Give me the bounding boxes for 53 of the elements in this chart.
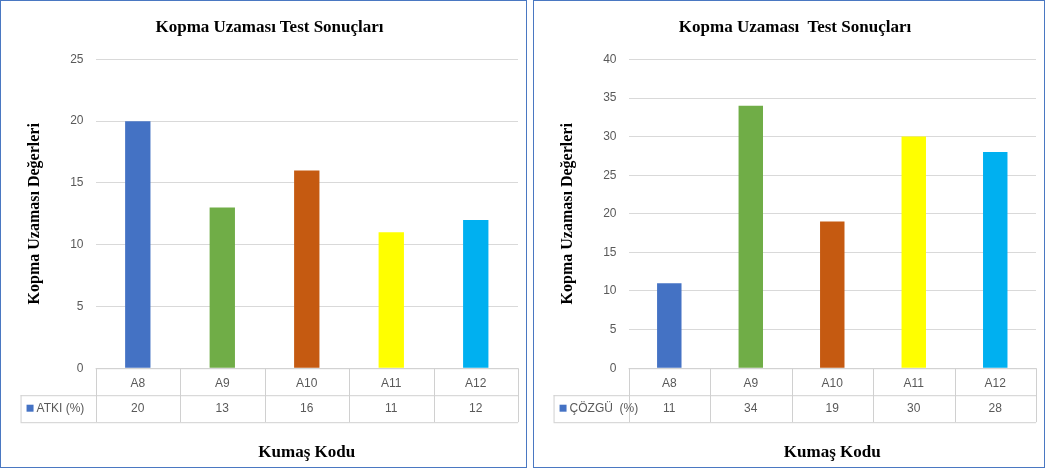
bar <box>378 232 404 368</box>
x-axis-title: Kumaş Kodu <box>783 442 881 462</box>
y-tick-label: 20 <box>70 113 84 128</box>
y-tick-label: 25 <box>70 51 84 66</box>
legend-label: ÇÖZGÜ (%) <box>569 401 639 416</box>
y-tick-label: 0 <box>76 360 84 375</box>
x-tick-label: A9 <box>743 375 759 390</box>
y-tick-label: 40 <box>603 51 617 66</box>
y-tick-label: 15 <box>603 244 617 259</box>
data-label: 11 <box>385 401 398 416</box>
data-label: 30 <box>907 401 921 416</box>
data-label: 11 <box>663 401 676 416</box>
y-axis-title: Kopma Uzaması Değerleri <box>24 122 43 305</box>
y-tick-label: 5 <box>76 298 84 313</box>
bar <box>463 219 489 368</box>
bar <box>820 221 845 368</box>
y-tick-label: 5 <box>609 321 617 336</box>
x-tick-label: A11 <box>381 375 402 390</box>
legend-label: ATKI (%) <box>36 401 85 416</box>
y-tick-label: 10 <box>70 236 84 251</box>
y-tick-label: 30 <box>603 128 617 143</box>
x-tick-label: A10 <box>821 375 844 390</box>
x-tick-label: A12 <box>984 375 1007 390</box>
x-tick-label: A8 <box>130 375 146 390</box>
data-label: 13 <box>215 401 230 416</box>
bar <box>738 105 764 368</box>
bar <box>294 170 320 368</box>
y-tick-label: 35 <box>603 90 617 105</box>
data-label: 12 <box>469 401 483 416</box>
y-tick-label: 20 <box>603 206 617 221</box>
x-tick-label: A12 <box>465 375 487 390</box>
data-label: 28 <box>988 401 1003 416</box>
bar <box>209 207 235 368</box>
y-tick-label: 0 <box>609 360 617 375</box>
data-label: 19 <box>825 401 840 416</box>
y-tick-label: 25 <box>603 167 617 182</box>
data-label: 34 <box>744 401 758 416</box>
bar <box>983 152 1008 368</box>
bar <box>657 283 682 368</box>
x-tick-label: A9 <box>214 375 230 390</box>
data-label: 16 <box>300 401 314 416</box>
bar <box>901 136 926 368</box>
y-axis-title: Kopma Uzaması Değerleri <box>557 122 576 305</box>
y-tick-label: 15 <box>70 175 84 190</box>
x-tick-label: A8 <box>661 375 677 390</box>
chart-title: Kopma Uzaması Test Sonuçları <box>678 16 912 36</box>
x-tick-label: A11 <box>903 375 925 390</box>
y-tick-label: 10 <box>603 283 617 298</box>
bar <box>125 121 151 368</box>
chart-title: Kopma Uzaması Test Sonuçları <box>155 16 384 36</box>
x-axis-title: Kumaş Kodu <box>258 442 356 462</box>
x-tick-label: A10 <box>296 375 318 390</box>
data-label: 20 <box>131 401 145 416</box>
